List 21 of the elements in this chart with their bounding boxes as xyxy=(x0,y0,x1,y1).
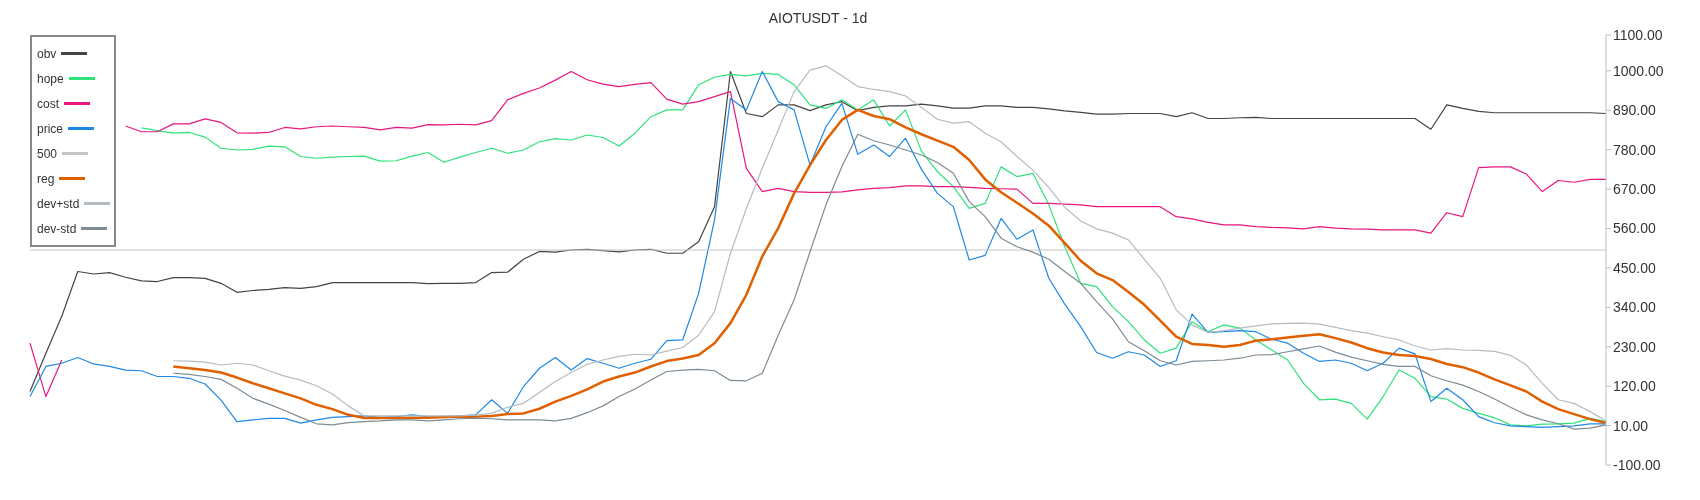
y-tick-label: 670.00 xyxy=(1613,181,1657,198)
legend-label: reg xyxy=(37,171,55,186)
y-tick-label: 1000.00 xyxy=(1613,62,1664,79)
legend-label: dev-std xyxy=(37,221,77,236)
legend-label: price xyxy=(37,121,64,136)
legend-label: 500 xyxy=(37,146,58,161)
legend-label: hope xyxy=(37,71,64,86)
y-tick-label: 120.00 xyxy=(1613,378,1657,395)
y-tick-label: 450.00 xyxy=(1613,259,1657,276)
y-tick-label: -100.00 xyxy=(1613,456,1661,473)
y-tick-label: 10.00 xyxy=(1613,417,1649,434)
y-tick-label: 890.00 xyxy=(1613,102,1657,119)
legend-label: dev+std xyxy=(37,196,80,211)
y-tick-label: 1100.00 xyxy=(1613,26,1663,43)
y-tick-label: 560.00 xyxy=(1613,220,1657,237)
y-tick-label: 780.00 xyxy=(1613,141,1657,158)
legend-label: obv xyxy=(37,46,57,61)
y-tick-label: 340.00 xyxy=(1613,299,1657,316)
legend-label: cost xyxy=(37,96,60,111)
y-tick-label: 230.00 xyxy=(1613,338,1657,355)
chart-title: AIOTUSDT - 1d xyxy=(767,10,869,26)
